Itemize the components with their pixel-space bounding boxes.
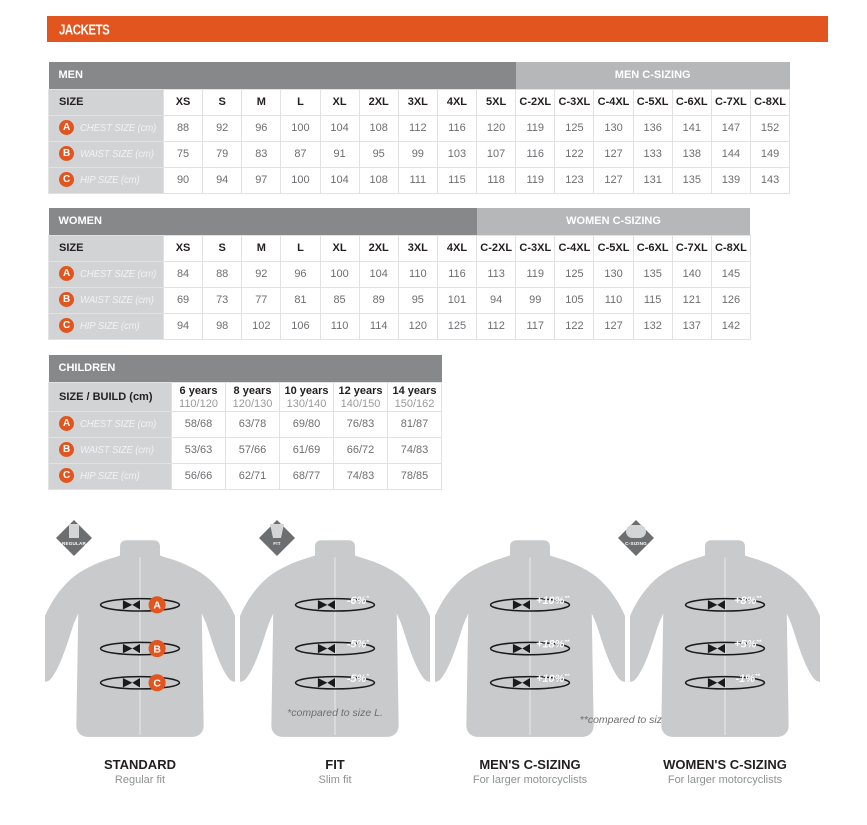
svg-text:-5%*: -5%* <box>347 673 369 685</box>
svg-text:FIT: FIT <box>273 541 281 546</box>
svg-text:B: B <box>153 644 161 655</box>
svg-text:-5%*: -5%* <box>347 639 369 651</box>
svg-text:C: C <box>153 679 161 690</box>
svg-text:-6%*: -6%* <box>347 595 369 607</box>
svg-text:A: A <box>153 601 161 612</box>
svg-text:REGULAR: REGULAR <box>62 541 87 546</box>
